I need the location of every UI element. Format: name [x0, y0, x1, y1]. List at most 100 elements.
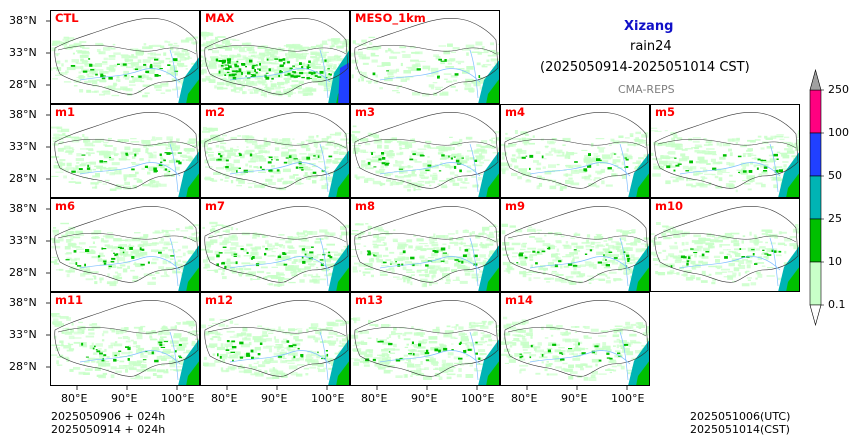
rain-light-cell — [124, 181, 130, 186]
rain-light-cell — [605, 280, 611, 284]
rain-light-cell — [231, 163, 235, 167]
rain-light-cell — [120, 86, 128, 90]
rain-light-cell — [755, 182, 763, 185]
rain-light-cell — [713, 255, 721, 258]
rain-light-cell — [266, 51, 271, 55]
rain-light-cell — [97, 350, 105, 352]
rain-light-cell — [613, 340, 622, 343]
rain-light-cell — [124, 146, 131, 151]
rain-light-cell — [148, 45, 153, 49]
rain-light-cell — [727, 274, 736, 278]
rain-light-cell — [497, 238, 500, 243]
rain-light-cell — [573, 266, 577, 271]
rain-light-cell — [175, 228, 180, 231]
rain-light-cell — [160, 45, 165, 49]
rain-light-cell — [447, 356, 451, 358]
map-panel — [50, 10, 200, 104]
rain-light-cell — [431, 71, 439, 75]
rain-light-cell — [151, 249, 159, 252]
rain-light-cell — [68, 262, 76, 265]
rain-light-cell — [641, 243, 650, 245]
rain-light-cell — [203, 36, 206, 40]
rain-moderate-cell — [613, 257, 618, 259]
rain-light-cell — [432, 329, 440, 333]
rain-light-cell — [373, 226, 383, 231]
rain-light-cell — [662, 259, 668, 261]
rain-moderate-cell — [443, 347, 448, 351]
rain-light-cell — [286, 70, 295, 75]
rain-moderate-cell — [218, 60, 223, 62]
rain-light-cell — [295, 58, 299, 62]
rain-light-cell — [94, 367, 101, 371]
rain-moderate-cell — [241, 63, 246, 65]
rain-light-cell — [336, 56, 341, 59]
rain-light-cell — [305, 373, 309, 376]
rain-light-cell — [796, 145, 800, 149]
rain-moderate-cell — [110, 260, 115, 263]
rain-light-cell — [389, 261, 394, 265]
rain-light-cell — [79, 266, 85, 271]
rain-light-cell — [113, 238, 122, 242]
rain-light-cell — [315, 330, 322, 334]
rain-light-cell — [381, 349, 388, 352]
rain-light-cell — [313, 143, 318, 147]
rain-light-cell — [88, 332, 95, 335]
rain-light-cell — [142, 75, 149, 79]
rain-light-cell — [387, 72, 394, 76]
rain-light-cell — [242, 153, 245, 157]
rain-light-cell — [347, 334, 350, 336]
rain-light-cell — [279, 139, 286, 141]
rain-moderate-cell — [690, 248, 694, 250]
rain-light-cell — [205, 264, 211, 269]
rain-light-cell — [105, 363, 111, 367]
rain-light-cell — [533, 160, 539, 163]
rain-light-cell — [305, 176, 311, 180]
rain-light-cell — [65, 70, 69, 74]
rain-light-cell — [729, 152, 733, 157]
rain-light-cell — [297, 364, 305, 366]
rain-light-cell — [548, 244, 554, 246]
rain-light-cell — [363, 262, 373, 267]
rain-light-cell — [277, 170, 281, 174]
rain-light-cell — [384, 140, 388, 143]
rain-light-cell — [364, 177, 372, 180]
rain-light-cell — [65, 233, 68, 237]
rain-light-cell — [242, 327, 248, 332]
rain-moderate-cell — [224, 265, 227, 269]
rain-light-cell — [172, 88, 177, 91]
rain-light-cell — [179, 57, 187, 61]
rain-light-cell — [350, 233, 360, 235]
rain-light-cell — [383, 230, 388, 233]
rain-light-cell — [309, 366, 317, 369]
rain-moderate-cell — [238, 68, 242, 71]
rain-moderate-cell — [240, 248, 244, 251]
rain-light-cell — [289, 175, 295, 179]
rain-light-cell — [737, 264, 741, 267]
rain-light-cell — [110, 47, 116, 50]
rain-light-cell — [454, 326, 457, 330]
rain-light-cell — [219, 242, 228, 246]
rain-light-cell — [318, 161, 324, 163]
rain-light-cell — [264, 50, 268, 54]
rain-light-cell — [585, 244, 592, 248]
rain-light-cell — [473, 82, 481, 87]
rain-light-cell — [676, 137, 683, 140]
rain-light-cell — [584, 175, 591, 179]
rain-light-cell — [129, 80, 136, 84]
rain-light-cell — [165, 231, 169, 234]
rain-light-cell — [80, 65, 84, 69]
rain-moderate-cell — [216, 263, 219, 267]
rain-light-cell — [99, 70, 105, 75]
rain-light-cell — [396, 160, 404, 164]
map-area — [50, 198, 200, 292]
rain-light-cell — [619, 237, 627, 240]
rain-light-cell — [109, 328, 115, 331]
rain-light-cell — [782, 141, 792, 144]
rain-light-cell — [99, 166, 107, 169]
rain-light-cell — [295, 339, 303, 342]
rain-light-cell — [323, 339, 327, 343]
rain-moderate-cell — [608, 251, 613, 253]
rain-light-cell — [523, 142, 528, 146]
rain-light-cell — [209, 221, 218, 225]
rain-moderate-area — [186, 360, 200, 386]
